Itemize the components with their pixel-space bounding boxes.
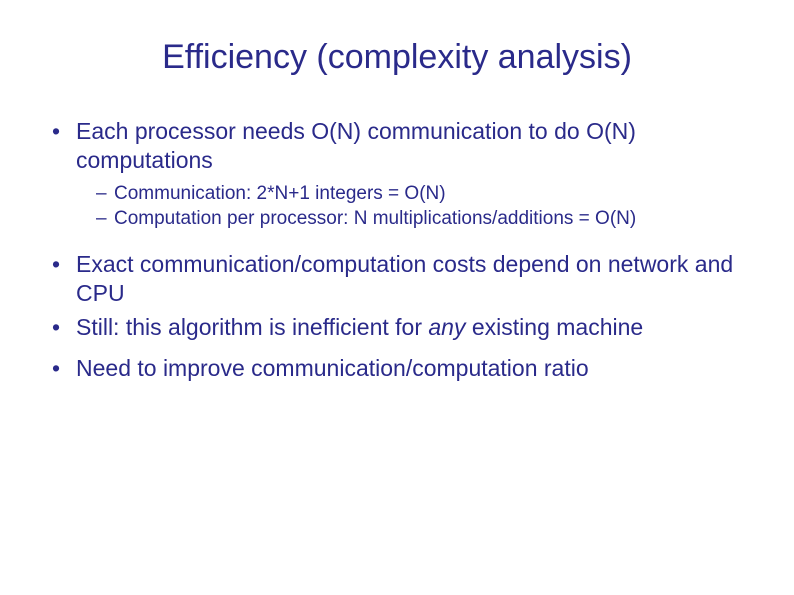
sub-item: – Communication: 2*N+1 integers = O(N) [96,181,754,207]
bullet-item: • Still: this algorithm is inefficient f… [48,313,754,342]
dash-icon: – [96,206,114,232]
bullet-icon: • [48,117,76,175]
bullet-text: Still: this algorithm is inefficient for… [76,313,754,342]
bullet-text: Need to improve communication/computatio… [76,354,754,383]
bullet-item: • Each processor needs O(N) communicatio… [48,117,754,175]
text-italic: any [428,314,465,340]
slide-title: Efficiency (complexity analysis) [40,38,754,77]
slide-content: • Each processor needs O(N) communicatio… [40,117,754,383]
dash-icon: – [96,181,114,207]
text-run: Still: this algorithm is inefficient for [76,314,428,340]
sub-text: Communication: 2*N+1 integers = O(N) [114,181,754,207]
bullet-icon: • [48,250,76,308]
sub-text: Computation per processor: N multiplicat… [114,206,754,232]
text-run: existing machine [465,314,643,340]
bullet-text: Exact communication/computation costs de… [76,250,754,308]
bullet-icon: • [48,354,76,383]
sub-item: – Computation per processor: N multiplic… [96,206,754,232]
bullet-item: • Exact communication/computation costs … [48,250,754,308]
slide: Efficiency (complexity analysis) • Each … [0,0,794,595]
sub-list: – Communication: 2*N+1 integers = O(N) –… [96,181,754,232]
bullet-item: • Need to improve communication/computat… [48,354,754,383]
bullet-text: Each processor needs O(N) communication … [76,117,754,175]
bullet-icon: • [48,313,76,342]
